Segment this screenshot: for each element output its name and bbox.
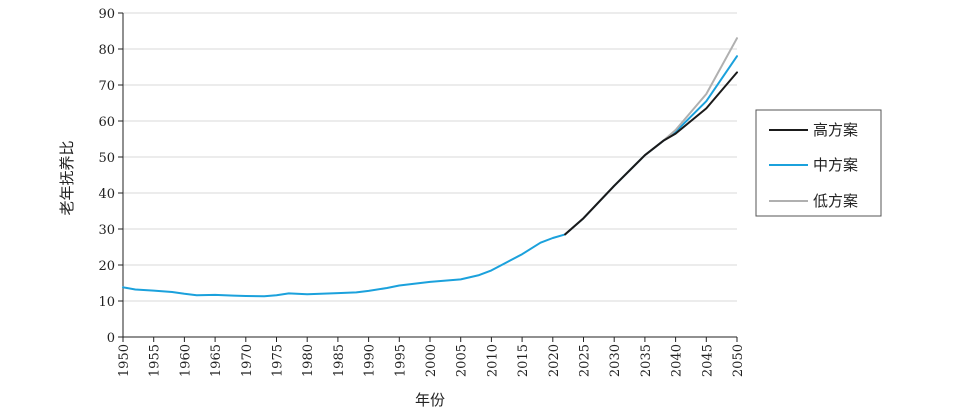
x-tick-label: 2030 [608,344,623,377]
x-tick-label: 2010 [485,344,500,377]
y-tick-label: 90 [98,7,115,22]
x-tick-label: 1955 [148,344,163,377]
y-tick-label: 40 [98,187,115,202]
x-tick-label: 2025 [578,344,593,377]
y-tick-label: 70 [98,79,115,94]
y-tick-label: 30 [98,223,115,238]
x-tick-label: 1995 [393,344,408,377]
y-axis-title: 老年抚养比 [58,140,76,215]
series-line-low [564,37,738,236]
x-tick-label: 2020 [547,344,562,377]
y-tick-label: 50 [98,151,115,166]
x-tick-label: 2005 [455,344,470,377]
x-tick-label: 1985 [332,344,347,377]
x-tick-label: 2035 [639,344,654,377]
gridlines [123,12,737,302]
x-tick-label: 1950 [117,344,132,377]
y-tick-label: 20 [98,259,115,274]
x-tick-label: 1990 [363,344,378,377]
x-tick-label: 1960 [178,344,193,377]
y-tick-label: 10 [98,295,115,310]
legend-box [755,109,882,217]
series-line-high [564,71,738,236]
x-axis-ticks: 1950 1955 1960 1965 1970 1975 1980 1985 1990 1995… [117,337,746,377]
axes [122,13,737,338]
series-lines [122,37,738,298]
x-tick-label: 2000 [424,344,439,377]
x-tick-label: 1980 [301,344,316,377]
y-tick-label: 0 [107,331,115,346]
x-tick-label: 2015 [516,344,531,377]
legend-label-high: 高方案 [813,121,858,139]
series-line-mid [122,55,738,298]
x-axis-title: 年份 [415,391,445,409]
x-tick-label: 2050 [731,344,746,377]
y-tick-label: 60 [98,115,115,130]
x-tick-label: 2040 [670,344,685,377]
y-tick-label: 80 [98,43,115,58]
x-tick-label: 1965 [209,344,224,377]
x-tick-label: 2045 [700,344,715,377]
legend: 高方案 中方案 低方案 [755,109,882,217]
y-axis-ticks: 0 10 20 30 40 50 60 70 80 90 [98,7,123,346]
x-tick-label: 1970 [240,344,255,377]
x-tick-label: 1975 [271,344,286,377]
legend-label-low: 低方案 [813,192,858,210]
legend-label-mid: 中方案 [813,156,858,174]
